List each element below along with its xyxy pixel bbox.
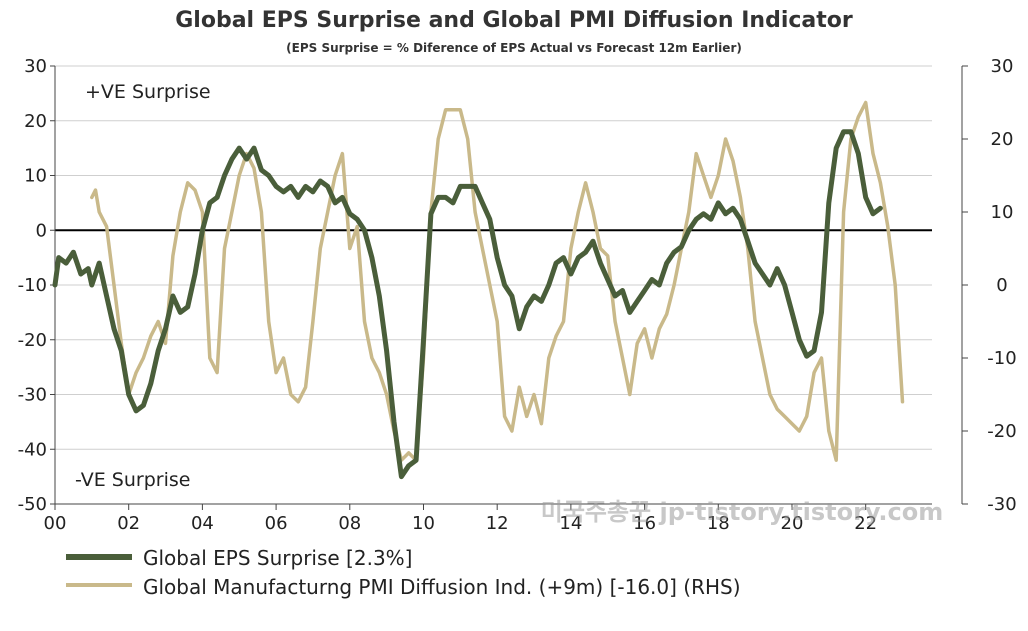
x-tick-label: 10 (412, 513, 435, 534)
x-tick-label: 20 (781, 513, 804, 534)
legend-label-eps: Global EPS Surprise [2.3%] (143, 546, 412, 570)
x-tick-label: 16 (633, 513, 656, 534)
negative-surprise-annotation: -VE Surprise (75, 469, 190, 491)
right-tick-label: 30 (991, 56, 1014, 77)
left-tick-label: -10 (18, 275, 47, 296)
positive-surprise-annotation: +VE Surprise (85, 81, 211, 103)
left-tick-label: 20 (24, 111, 47, 132)
right-tick-label: -10 (987, 348, 1016, 369)
x-tick-label: 04 (191, 513, 214, 534)
chart-subtitle: (EPS Surprise = % Diference of EPS Actua… (286, 41, 742, 55)
x-tick-label: 08 (338, 513, 361, 534)
left-tick-label: -40 (18, 439, 47, 460)
x-tick-label: 14 (559, 513, 582, 534)
x-tick-label: 00 (44, 513, 67, 534)
left-tick-label: 30 (24, 56, 47, 77)
x-tick-label: 12 (486, 513, 509, 534)
right-y-axis: 30 20 10 0 -10 -20 -30 (961, 56, 1017, 515)
left-tick-label: -30 (18, 385, 47, 406)
watermark: 미국주총꾼 jp-tistory.tistory.com (541, 498, 944, 526)
legend-label-pmi: Global Manufacturng PMI Diffusion Ind. (… (143, 575, 741, 599)
x-axis: 00 02 04 06 08 10 12 14 16 18 20 22 (44, 503, 932, 534)
series-lines (52, 100, 905, 480)
x-tick-label: 06 (265, 513, 288, 534)
left-tick-label: -50 (18, 494, 47, 515)
x-tick-label: 22 (854, 513, 877, 534)
eps-surprise-line (52, 129, 883, 480)
chart-title: Global EPS Surprise and Global PMI Diffu… (175, 8, 853, 33)
legend: Global EPS Surprise [2.3%] Global Manufa… (66, 546, 741, 599)
right-tick-label: -20 (987, 421, 1016, 442)
x-tick-label: 18 (707, 513, 730, 534)
left-tick-label: -20 (18, 330, 47, 351)
left-y-axis: 30 20 10 0 -10 -20 -30 -40 -50 (18, 56, 56, 515)
right-tick-label: -30 (987, 494, 1016, 515)
left-tick-label: 0 (36, 220, 47, 241)
gridlines (55, 65, 932, 505)
right-tick-label: 10 (991, 202, 1014, 223)
right-tick-label: 20 (991, 129, 1014, 150)
pmi-diffusion-line (90, 100, 905, 462)
left-tick-label: 10 (24, 166, 47, 187)
right-tick-label: 0 (996, 275, 1007, 296)
x-tick-label: 02 (117, 513, 140, 534)
